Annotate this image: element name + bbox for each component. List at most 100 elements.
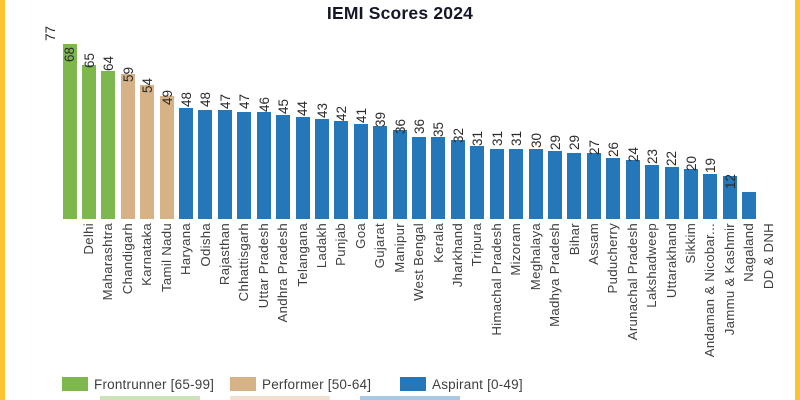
category-label: Madhya Pradesh — [547, 223, 563, 327]
right-yellow-border — [795, 0, 800, 400]
bar — [470, 146, 485, 219]
bar-value-label: 36 — [392, 119, 408, 135]
bar — [120, 73, 135, 219]
bar-value-label: 41 — [353, 107, 369, 123]
category-label: Punjab — [333, 223, 349, 266]
bar-value-label: 30 — [528, 132, 544, 148]
bar-value-label: 48 — [198, 92, 214, 108]
category-label: Mizoram — [508, 223, 524, 276]
category-label: Chhattisgarh — [236, 223, 252, 302]
bar — [101, 71, 116, 219]
bar — [353, 123, 368, 219]
bar-value-label: 35 — [431, 121, 447, 137]
bar-value-label: 36 — [411, 119, 427, 135]
bar — [489, 148, 504, 219]
bar-value-label: 39 — [373, 112, 389, 128]
bar — [586, 153, 601, 219]
category-label: Uttarakhand — [663, 223, 679, 299]
category-label: Puducherry — [605, 223, 621, 294]
bar-value-label: 65 — [81, 53, 97, 69]
category-label: Maharashtra — [100, 223, 116, 301]
category-label: Sikkim — [683, 223, 699, 264]
category-label: Manipur — [391, 223, 407, 273]
bar-value-label: 19 — [703, 157, 719, 173]
category-label: Gujarat — [372, 223, 388, 269]
bar — [217, 110, 232, 219]
bar-value-label: 32 — [450, 128, 466, 144]
left-yellow-border — [0, 0, 5, 400]
category-label: Andhra Pradesh — [275, 223, 291, 323]
category-label: DD & DNH — [760, 223, 776, 290]
bar — [645, 164, 660, 219]
cropped-next-section-tan — [230, 396, 330, 400]
category-label: Uttar Pradesh — [255, 223, 271, 309]
legend-label-aspirant: Aspirant [0-49] — [432, 376, 523, 392]
legend-item-frontrunner: Frontrunner [65-99] — [62, 375, 214, 393]
bar-value-label: 23 — [645, 148, 661, 164]
bar-value-label: 47 — [237, 94, 253, 110]
category-label: Goa — [352, 223, 368, 249]
category-label: Haryana — [178, 223, 194, 275]
cropped-next-section-blue — [360, 396, 460, 400]
bar — [256, 112, 271, 219]
category-label: Rajasthan — [216, 223, 232, 286]
bar — [314, 119, 329, 219]
category-label: Jharkhand — [449, 223, 465, 288]
chart-title: IEMI Scores 2024 — [326, 3, 474, 23]
bar — [548, 150, 562, 219]
bar-value-label: 24 — [625, 146, 641, 162]
category-label: Karnataka — [139, 223, 155, 286]
bar — [625, 159, 640, 219]
bar — [295, 116, 310, 219]
bar-value-label: 64 — [101, 55, 117, 71]
bar-value-label: 44 — [295, 101, 311, 117]
category-label: Arunachal Pradesh — [624, 223, 640, 341]
bar — [703, 173, 718, 219]
bar — [606, 157, 621, 219]
bar — [509, 148, 524, 219]
bar-value-label: 12 — [722, 173, 738, 189]
bar — [431, 137, 446, 219]
bar-value-label: 29 — [547, 135, 563, 151]
bar-value-label: 22 — [664, 151, 680, 167]
bar — [179, 107, 194, 219]
bar — [373, 125, 388, 219]
bar-value-label: 29 — [567, 135, 583, 151]
bar — [722, 175, 737, 219]
bar — [450, 139, 465, 219]
bar-value-label: 43 — [314, 103, 330, 119]
legend-item-aspirant: Aspirant [0-49] — [400, 375, 523, 393]
bar-value-label: 49 — [159, 89, 175, 105]
category-label: Meghalaya — [527, 223, 543, 291]
bar — [412, 137, 427, 219]
legend-label-frontrunner: Frontrunner [65-99] — [94, 376, 215, 392]
bar-value-label: 20 — [683, 155, 699, 171]
legend-label-performer: Performer [50-64] — [262, 376, 372, 392]
bar-value-label: 59 — [120, 67, 136, 83]
bar-value-label: 42 — [334, 105, 350, 121]
category-label: Bihar — [566, 223, 582, 256]
legend-swatch-aspirant — [400, 377, 426, 391]
legend-item-performer: Performer [50-64] — [230, 375, 371, 393]
bar — [683, 169, 698, 219]
bar-value-label: 68 — [62, 46, 78, 62]
bar-value-label: 31 — [489, 130, 505, 146]
bar — [567, 153, 582, 219]
legend-swatch-performer — [230, 377, 256, 391]
bar-value-label: 54 — [140, 78, 156, 94]
bar-value-label: 27 — [586, 139, 602, 155]
category-label: Nagaland — [741, 223, 757, 282]
bar — [528, 148, 543, 219]
bar-value-label: 31 — [470, 130, 486, 146]
category-label: Andaman & Nicobar... — [702, 223, 718, 358]
bar — [81, 64, 96, 219]
bar-value-label: 47 — [217, 94, 233, 110]
category-label: Tripura — [469, 223, 485, 267]
category-label: Odisha — [197, 223, 213, 267]
category-label: Telangana — [294, 223, 310, 287]
category-label: Himachal Pradesh — [488, 223, 504, 336]
category-label: Tamil Nadu — [158, 223, 174, 292]
category-label: Delhi — [81, 223, 96, 255]
bar — [664, 166, 679, 219]
